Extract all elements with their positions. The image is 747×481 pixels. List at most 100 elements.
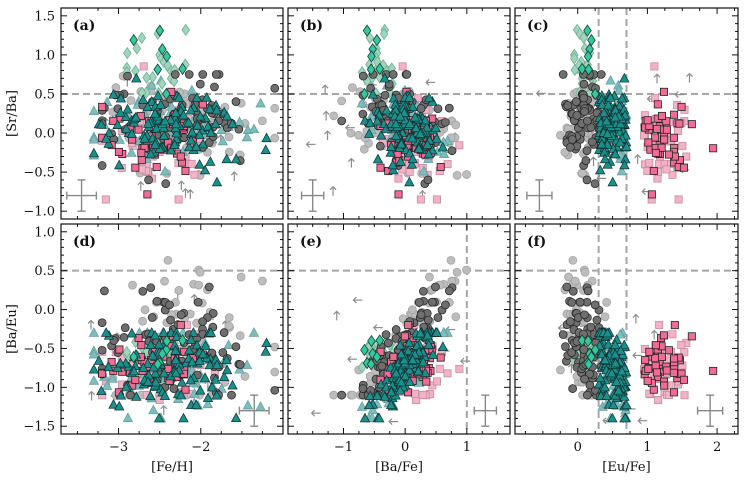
pink-marker <box>411 389 420 398</box>
teal-marker <box>419 114 431 125</box>
teal-marker <box>422 139 433 149</box>
teal-marker <box>381 104 392 115</box>
teal-marker <box>610 348 621 359</box>
errorbar <box>473 394 498 427</box>
pink-marker <box>400 332 409 341</box>
pink-marker <box>176 152 185 161</box>
gray-marker <box>227 390 236 400</box>
teal-marker <box>131 391 142 401</box>
pink-marker <box>416 195 425 204</box>
gray-marker <box>204 138 214 147</box>
limit-arrow <box>347 157 355 168</box>
gray-marker <box>224 321 234 331</box>
teal-marker <box>372 115 383 126</box>
gray-marker <box>377 361 387 371</box>
panel-frame <box>514 7 739 220</box>
x-axis-title: [Fe/H] <box>151 460 193 475</box>
teal-marker <box>175 389 187 400</box>
gray-marker <box>452 171 462 180</box>
pink-marker <box>649 166 658 175</box>
limit-arrow <box>686 72 693 83</box>
teal-marker <box>359 115 371 125</box>
green-marker <box>158 43 167 56</box>
gray-marker <box>348 83 357 92</box>
pink-marker <box>422 377 431 386</box>
pink-marker <box>679 163 688 172</box>
green-marker <box>366 358 376 371</box>
teal-marker <box>404 92 415 102</box>
y-tick-label: 0.5 <box>34 87 55 102</box>
y-tick-label: 0.5 <box>34 264 55 279</box>
teal-marker <box>619 412 631 423</box>
gray-marker <box>428 297 437 307</box>
teal-marker <box>396 348 407 359</box>
gray-marker <box>572 111 582 120</box>
gray-marker <box>581 156 591 165</box>
teal-marker <box>139 132 150 143</box>
teal-marker <box>227 379 238 390</box>
gray-marker <box>388 70 398 79</box>
y-tick-label: −0.5 <box>23 166 55 181</box>
teal-marker <box>101 380 113 390</box>
pink-marker <box>664 150 673 159</box>
pink-marker <box>674 195 683 204</box>
gray-marker <box>152 296 162 306</box>
green-marker <box>178 334 187 347</box>
teal-marker <box>606 367 617 378</box>
teal-marker <box>183 141 195 152</box>
teal-marker <box>603 338 614 349</box>
teal-marker <box>152 90 164 100</box>
pink-marker <box>155 396 164 405</box>
pink-marker <box>115 345 124 354</box>
pink-marker <box>662 125 671 134</box>
teal-marker <box>93 355 105 365</box>
pink-marker <box>687 120 696 129</box>
teal-marker <box>166 101 177 111</box>
teal-marker <box>148 404 159 415</box>
teal-marker <box>359 412 371 423</box>
teal-marker <box>613 384 624 395</box>
teal-marker <box>205 156 216 166</box>
limit-arrow <box>352 296 363 304</box>
teal-marker <box>608 399 619 410</box>
green-marker <box>367 334 376 348</box>
gray-marker <box>416 310 426 320</box>
limit-arrow <box>650 329 658 340</box>
gray-marker <box>126 96 136 105</box>
teal-marker <box>599 381 611 392</box>
teal-marker <box>115 389 127 400</box>
teal-marker <box>103 138 114 148</box>
teal-marker <box>202 398 214 409</box>
teal-marker <box>230 412 242 423</box>
limit-arrow <box>460 357 470 365</box>
limit-arrow <box>321 84 329 95</box>
teal-marker <box>241 131 253 142</box>
gray-marker <box>224 132 234 142</box>
teal-marker <box>100 133 112 143</box>
pink-marker <box>389 352 398 361</box>
gray-marker <box>433 313 443 322</box>
teal-marker <box>423 148 434 159</box>
y-tick-label: 1.0 <box>34 48 55 63</box>
pink-marker <box>651 133 660 142</box>
teal-marker <box>367 404 378 415</box>
teal-marker <box>255 401 266 411</box>
teal-marker <box>596 348 607 359</box>
pink-marker <box>662 165 671 174</box>
gray-marker <box>580 310 589 320</box>
gray-marker <box>231 97 241 106</box>
limit-arrow <box>182 187 189 198</box>
gray-marker <box>580 267 590 277</box>
pink-marker <box>647 190 656 199</box>
teal-marker <box>158 130 170 140</box>
gray-marker <box>568 255 578 265</box>
teal-marker <box>610 148 621 159</box>
teal-marker <box>176 376 188 387</box>
gray-marker <box>208 309 218 318</box>
teal-marker <box>142 101 153 112</box>
pink-marker <box>131 375 140 384</box>
teal-marker <box>114 400 125 411</box>
green-marker <box>569 52 579 65</box>
y-tick-label: −1.5 <box>23 420 55 435</box>
green-marker <box>577 62 587 76</box>
